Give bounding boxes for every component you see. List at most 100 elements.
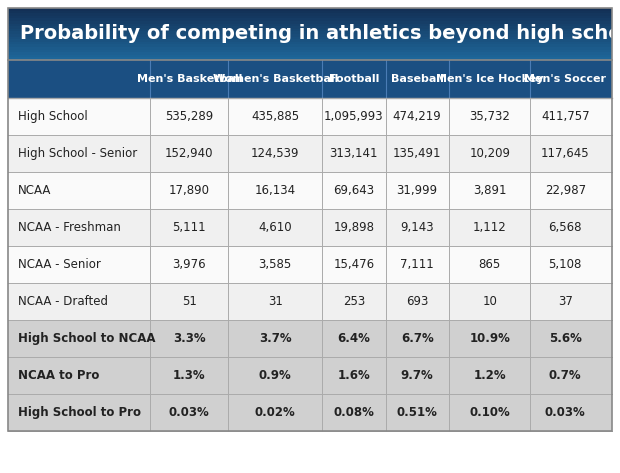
- Text: 6,568: 6,568: [549, 221, 582, 234]
- Text: 16,134: 16,134: [255, 184, 296, 197]
- Bar: [8, 60, 612, 98]
- Text: 5,111: 5,111: [172, 221, 206, 234]
- Text: 35,732: 35,732: [469, 110, 510, 123]
- Text: 3.7%: 3.7%: [259, 332, 291, 345]
- Text: 0.02%: 0.02%: [255, 406, 296, 419]
- Bar: [8, 44, 612, 47]
- Text: 0.03%: 0.03%: [545, 406, 585, 419]
- Bar: [8, 209, 612, 246]
- Text: 31,999: 31,999: [397, 184, 438, 197]
- Bar: [8, 52, 612, 55]
- Text: 69,643: 69,643: [333, 184, 374, 197]
- Text: 6.4%: 6.4%: [337, 332, 370, 345]
- Text: 865: 865: [479, 258, 501, 271]
- Text: Probability of competing in athletics beyond high school: Probability of competing in athletics be…: [20, 25, 620, 44]
- Bar: [8, 50, 612, 52]
- Text: Baseball: Baseball: [391, 74, 444, 84]
- Text: 6.7%: 6.7%: [401, 332, 433, 345]
- Text: High School: High School: [18, 110, 88, 123]
- Text: 1.2%: 1.2%: [474, 369, 506, 382]
- Text: 1.6%: 1.6%: [337, 369, 370, 382]
- Bar: [8, 42, 612, 44]
- Bar: [8, 39, 612, 42]
- Bar: [8, 13, 612, 16]
- Bar: [8, 34, 612, 36]
- Bar: [8, 10, 612, 13]
- Bar: [8, 21, 612, 24]
- Text: 693: 693: [406, 295, 428, 308]
- Text: 17,890: 17,890: [169, 184, 210, 197]
- Bar: [8, 57, 612, 60]
- Text: High School to NCAA: High School to NCAA: [18, 332, 156, 345]
- Bar: [8, 55, 612, 57]
- Text: 0.7%: 0.7%: [549, 369, 582, 382]
- Text: High School to Pro: High School to Pro: [18, 406, 141, 419]
- Bar: [8, 8, 612, 10]
- Text: 1.3%: 1.3%: [173, 369, 205, 382]
- Text: 535,289: 535,289: [165, 110, 213, 123]
- Text: 124,539: 124,539: [251, 147, 299, 160]
- Text: 1,095,993: 1,095,993: [324, 110, 384, 123]
- Text: 10: 10: [482, 295, 497, 308]
- Bar: [8, 29, 612, 31]
- Text: 7,111: 7,111: [401, 258, 434, 271]
- Text: Men's Ice Hockey: Men's Ice Hockey: [436, 74, 544, 84]
- Bar: [8, 98, 612, 135]
- Text: 3,976: 3,976: [172, 258, 206, 271]
- Bar: [8, 8, 612, 431]
- Bar: [8, 24, 612, 26]
- Text: NCAA - Drafted: NCAA - Drafted: [18, 295, 108, 308]
- Text: NCAA to Pro: NCAA to Pro: [18, 369, 99, 382]
- Text: 474,219: 474,219: [393, 110, 441, 123]
- Bar: [8, 394, 612, 431]
- Text: 253: 253: [343, 295, 365, 308]
- Text: 19,898: 19,898: [334, 221, 374, 234]
- Text: 135,491: 135,491: [393, 147, 441, 160]
- Bar: [8, 36, 612, 39]
- Text: 10.9%: 10.9%: [469, 332, 510, 345]
- Bar: [8, 246, 612, 283]
- Text: 4,610: 4,610: [259, 221, 292, 234]
- Text: 37: 37: [558, 295, 573, 308]
- Bar: [8, 283, 612, 320]
- Text: 0.03%: 0.03%: [169, 406, 210, 419]
- Bar: [8, 47, 612, 50]
- Text: NCAA: NCAA: [18, 184, 51, 197]
- Text: 5,108: 5,108: [549, 258, 582, 271]
- Text: High School - Senior: High School - Senior: [18, 147, 137, 160]
- Text: 435,885: 435,885: [251, 110, 299, 123]
- Text: 5.6%: 5.6%: [549, 332, 582, 345]
- Text: 152,940: 152,940: [165, 147, 213, 160]
- Text: 0.51%: 0.51%: [397, 406, 438, 419]
- Bar: [8, 8, 612, 60]
- Text: 1,112: 1,112: [473, 221, 507, 234]
- Text: 117,645: 117,645: [541, 147, 590, 160]
- Text: Men's Basketball: Men's Basketball: [136, 74, 242, 84]
- Text: 313,141: 313,141: [330, 147, 378, 160]
- Bar: [8, 357, 612, 394]
- Text: NCAA - Senior: NCAA - Senior: [18, 258, 101, 271]
- Text: Men's Soccer: Men's Soccer: [524, 74, 606, 84]
- Bar: [8, 16, 612, 18]
- Bar: [8, 172, 612, 209]
- Text: 0.10%: 0.10%: [469, 406, 510, 419]
- Text: 15,476: 15,476: [333, 258, 374, 271]
- Text: 9.7%: 9.7%: [401, 369, 433, 382]
- Text: 31: 31: [268, 295, 283, 308]
- Text: 0.08%: 0.08%: [334, 406, 374, 419]
- Bar: [8, 135, 612, 172]
- Text: 3.3%: 3.3%: [173, 332, 205, 345]
- Text: NCAA - Freshman: NCAA - Freshman: [18, 221, 121, 234]
- Text: 10,209: 10,209: [469, 147, 510, 160]
- Bar: [8, 18, 612, 21]
- Text: 0.9%: 0.9%: [259, 369, 291, 382]
- Bar: [8, 31, 612, 34]
- Bar: [8, 26, 612, 29]
- Text: Women's Basketball: Women's Basketball: [213, 74, 338, 84]
- Text: 22,987: 22,987: [544, 184, 586, 197]
- Text: 51: 51: [182, 295, 197, 308]
- Text: 3,585: 3,585: [259, 258, 292, 271]
- Text: Football: Football: [329, 74, 379, 84]
- Text: 411,757: 411,757: [541, 110, 590, 123]
- Text: 3,891: 3,891: [473, 184, 507, 197]
